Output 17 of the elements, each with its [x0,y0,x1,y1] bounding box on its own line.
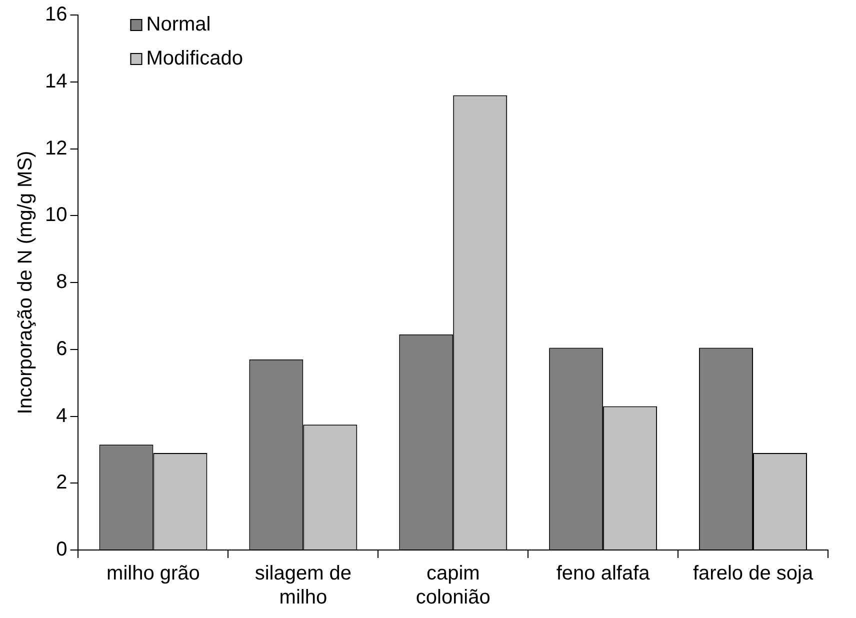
y-tick-label: 12 [44,137,68,160]
y-tick-label: 2 [56,472,68,494]
y-tick-label: 16 [44,4,68,26]
x-tick-label: silagem de milho [254,562,352,609]
y-tick-label: 4 [56,404,68,427]
legend-label: Modificado [146,48,243,70]
y-tick-label: 8 [56,271,68,294]
x-tick-label: farelo de soja [692,562,814,585]
y-tick-label: 14 [44,70,68,92]
x-tick-label: feno alfafa [556,562,651,585]
x-tick-label: capim colonião [416,562,490,609]
y-tick-label: 6 [56,338,68,360]
y-tick-label: 10 [44,204,68,226]
legend-label: Normal [146,14,211,36]
y-tick-label: 0 [56,538,68,561]
y-axis-title: Incorporação de N (mg/g MS) [14,150,37,414]
x-tick-label: milho grão [106,562,200,585]
